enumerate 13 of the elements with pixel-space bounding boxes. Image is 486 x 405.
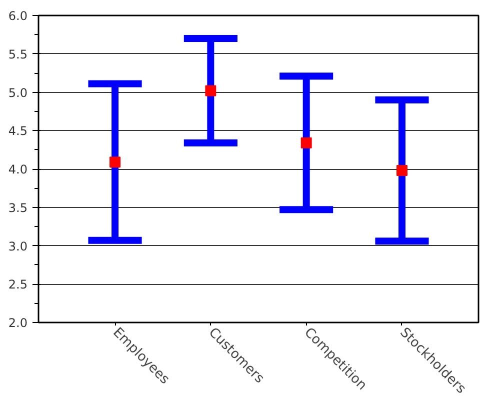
y-tick-label: 5.5 bbox=[8, 47, 28, 62]
y-tick-label: 4.5 bbox=[8, 124, 28, 138]
y-tick-label: 5.0 bbox=[8, 86, 28, 100]
y-tick-label: 3.0 bbox=[8, 239, 28, 254]
y-tick-label: 3.5 bbox=[8, 200, 28, 215]
point bbox=[300, 137, 312, 148]
y-tick-label: 4.0 bbox=[8, 162, 28, 176]
y-tick-label: 6.0 bbox=[8, 9, 28, 23]
point bbox=[205, 85, 216, 96]
point bbox=[110, 156, 121, 168]
point bbox=[396, 165, 408, 176]
y-tick-label: 2.5 bbox=[8, 278, 28, 292]
y-tick-label: 2.0 bbox=[8, 316, 28, 330]
